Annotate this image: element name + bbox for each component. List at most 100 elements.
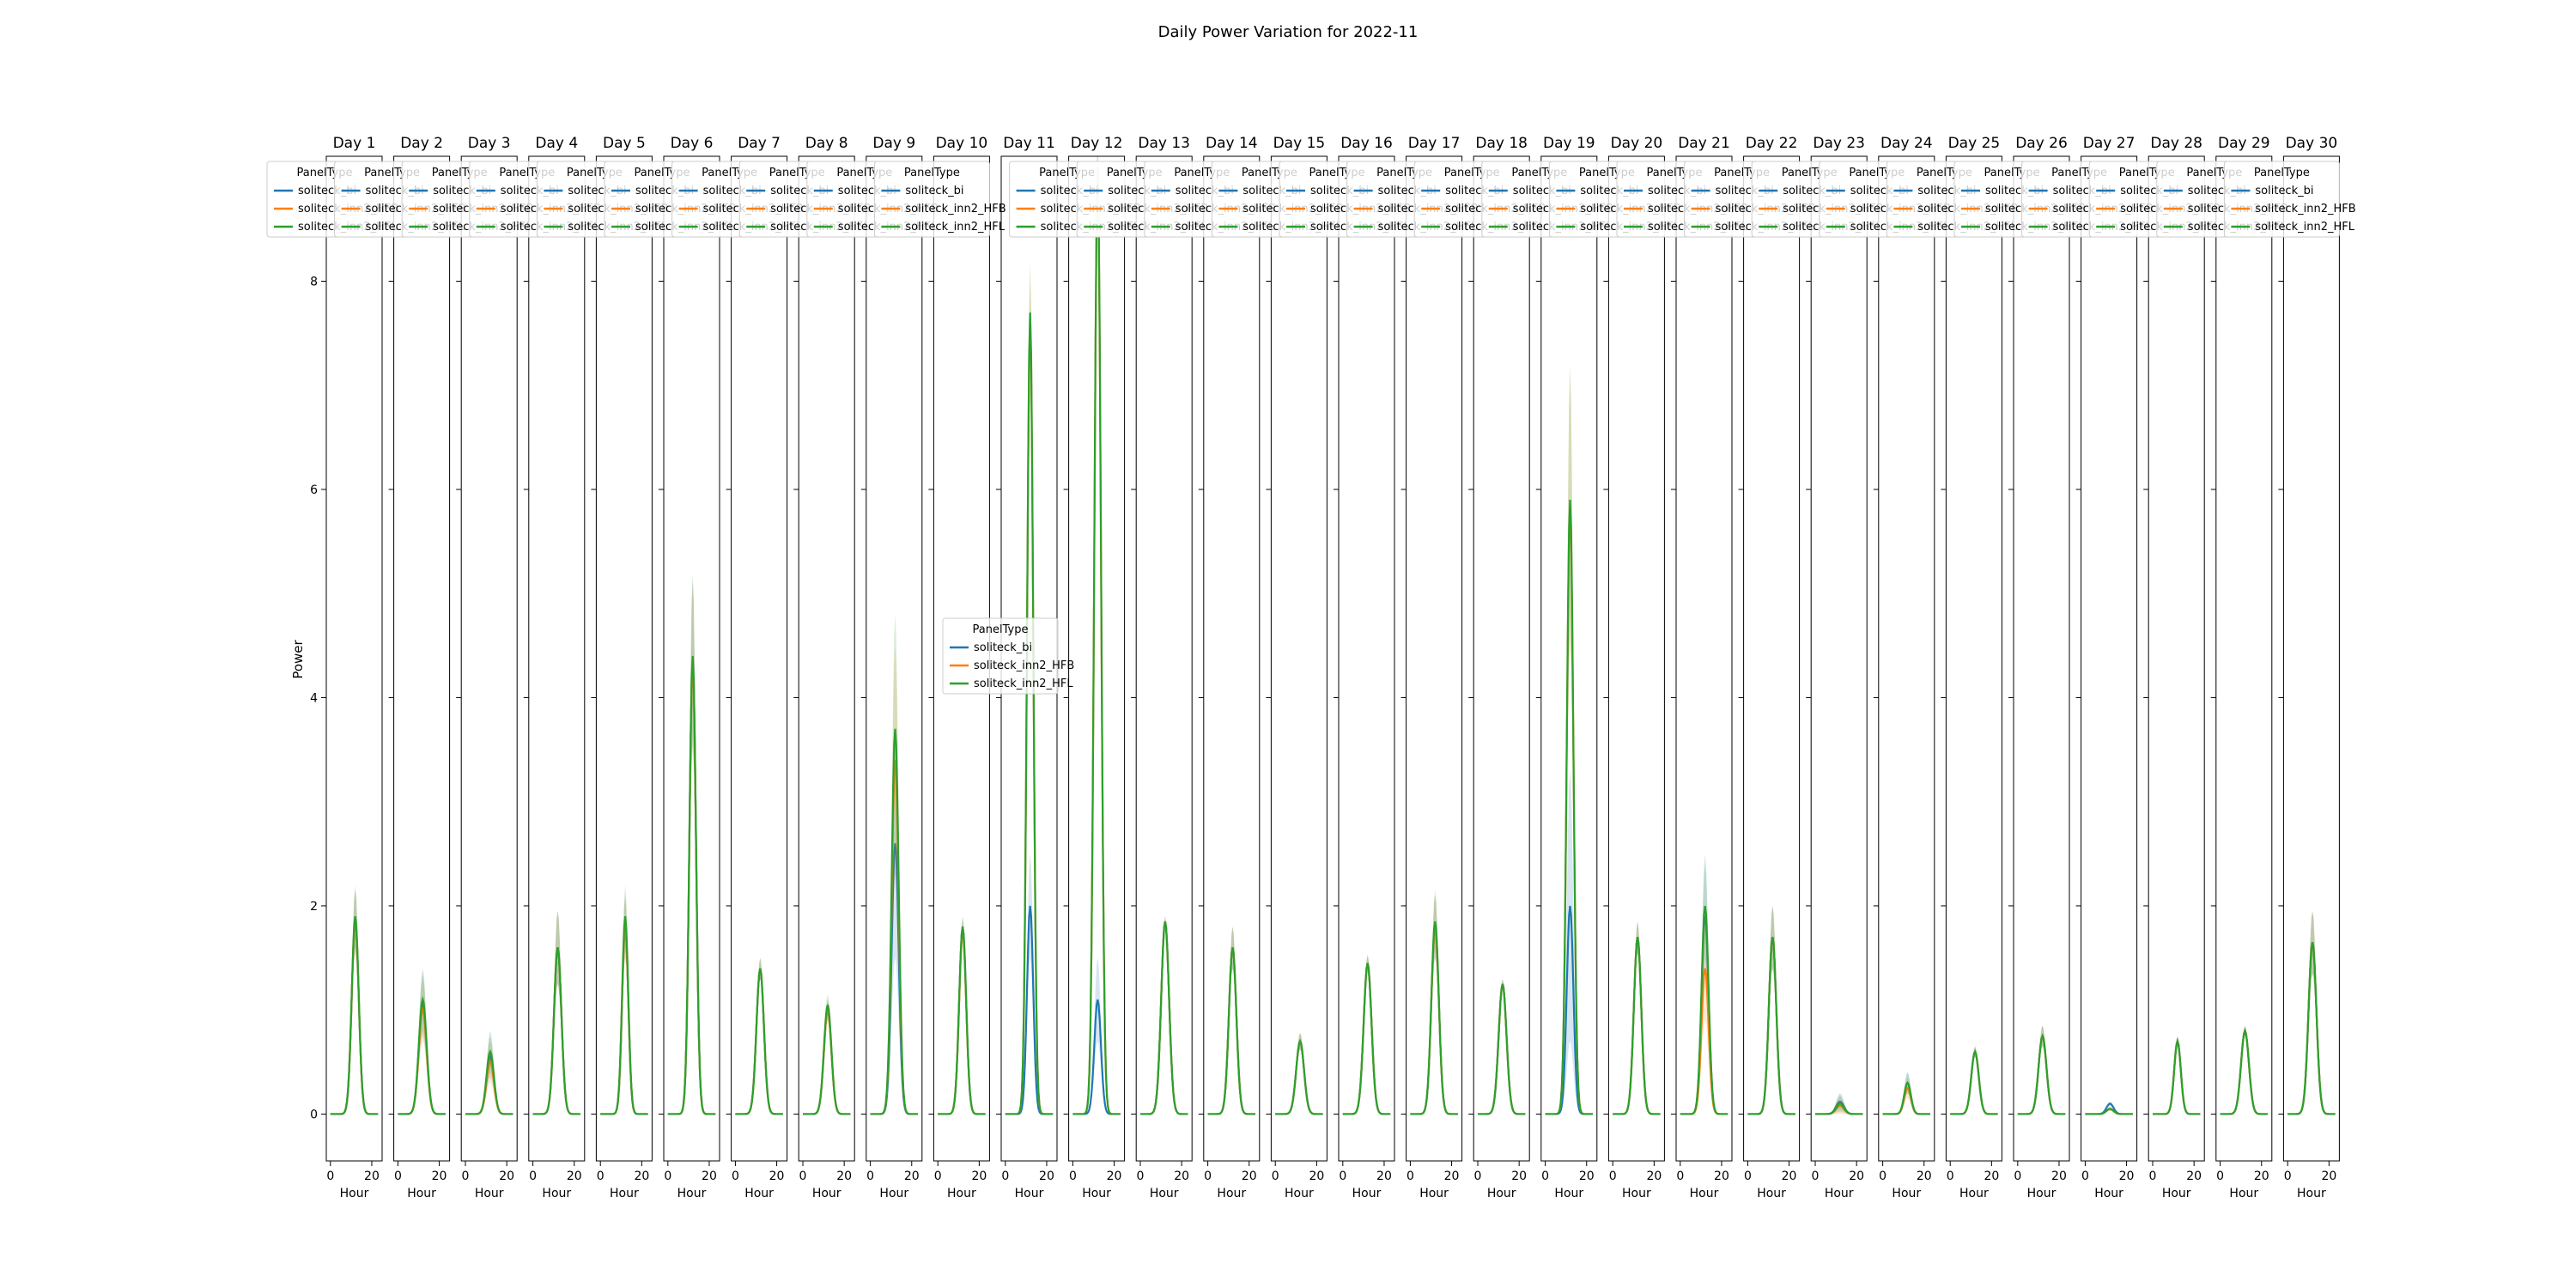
x-tick-label: 0 [866, 1170, 874, 1183]
x-axis-label: Hour [475, 1187, 504, 1200]
ci-band-soliteck_inn2_HFL [667, 572, 716, 1115]
axes-frame [393, 155, 451, 1162]
axes-frame [1203, 155, 1261, 1162]
series-line-soliteck_inn2_HFL [1410, 920, 1458, 1115]
subplot-day-18: 0 20 Hour Day 18 [1468, 135, 1530, 1200]
axes-frame [2282, 155, 2340, 1162]
axes-frame [460, 155, 518, 1162]
x-tick-label: 20 [499, 1170, 514, 1183]
y-tick-label: 4 [310, 691, 318, 705]
ci-band-soliteck_inn2_HFL [465, 1030, 513, 1115]
axes-frame [663, 155, 720, 1162]
subplot-title: Day 13 [1138, 135, 1190, 152]
subplot-title: Day 12 [1071, 135, 1123, 152]
axes-frame [1473, 155, 1530, 1162]
x-tick-label: 0 [1609, 1170, 1617, 1183]
axes-frame [325, 155, 383, 1162]
axes-frame [2081, 155, 2138, 1162]
x-tick-label: 20 [904, 1170, 920, 1183]
x-tick-label: 0 [1339, 1170, 1346, 1183]
x-tick-label: 0 [799, 1170, 807, 1183]
legend-box [873, 161, 990, 238]
plot-area [2153, 1036, 2201, 1115]
x-tick-label: 20 [2119, 1170, 2135, 1183]
legend-entry: soliteck_inn2_HFL [2255, 221, 2354, 234]
ci-band-soliteck_inn2_HFL [1882, 1072, 1930, 1115]
series-line-soliteck_bi [1005, 905, 1054, 1115]
subplot-day-1: 0 20 Hour 0 2 4 6 8 Day 1 [310, 135, 383, 1200]
axes-frame [798, 155, 855, 1162]
x-tick-label: 0 [1137, 1170, 1145, 1183]
series-line-soliteck_inn2_HFL [330, 915, 379, 1115]
plot-area [1545, 364, 1593, 1115]
axes-frame [1878, 155, 1935, 1162]
x-tick-label: 20 [364, 1170, 380, 1183]
series-line-soliteck_inn2_HFL [1275, 1038, 1323, 1115]
axes-frame [1607, 155, 1665, 1162]
ci-band-soliteck_inn2_HFB [2085, 1106, 2133, 1115]
plot-area [1815, 1093, 1863, 1115]
axes-frame [528, 155, 586, 1162]
ci-band-soliteck_inn2_HFL [532, 911, 580, 1115]
legend-entry: soliteck_inn2_HFL [974, 677, 1073, 690]
axes-frame [2013, 155, 2070, 1162]
ci-band-soliteck_inn2_HFB [870, 645, 918, 1115]
series-line-soliteck_bi [1950, 1048, 1998, 1115]
subplot-day-25: 0 20 Hour Day 25 [1941, 135, 2002, 1200]
x-tick-label: 20 [836, 1170, 852, 1183]
x-tick-label: 20 [769, 1170, 785, 1183]
y-tick-label: 2 [310, 900, 318, 914]
series-line-soliteck_inn2_HFL [1882, 1081, 1930, 1115]
x-tick-label: 20 [1984, 1170, 1999, 1183]
x-axis-label: Hour [542, 1187, 571, 1200]
x-axis-label: Hour [2297, 1187, 2326, 1200]
series-line-soliteck_inn2_HFL [1207, 947, 1255, 1115]
x-tick-label: 0 [664, 1170, 671, 1183]
legend-title: PanelType [973, 623, 1029, 636]
series-line-soliteck_bi [1140, 920, 1188, 1115]
series-line-soliteck_inn2_HFL [2085, 1108, 2133, 1115]
ci-band-soliteck_inn2_HFL [398, 968, 446, 1115]
series-line-soliteck_bi [1613, 937, 1661, 1115]
plot-area [1410, 890, 1458, 1115]
subplot-title: Day 23 [1813, 135, 1865, 152]
ci-band-soliteck_bi [1545, 770, 1593, 1115]
x-tick-label: 20 [1849, 1170, 1864, 1183]
legend-box [2223, 161, 2340, 238]
subplot-title: Day 4 [535, 135, 578, 152]
plot-area [1005, 260, 1054, 1115]
x-axis-label: Hour [1352, 1187, 1382, 1200]
series-line-soliteck_inn2_HFL [1680, 905, 1728, 1115]
x-axis-label: Hour [340, 1187, 369, 1200]
legend-entry: soliteck_bi [2255, 185, 2313, 197]
x-tick-label: 0 [2081, 1170, 2089, 1183]
x-axis-label: Hour [677, 1187, 707, 1200]
plot-area [330, 884, 379, 1115]
series-line-soliteck_bi [2220, 1028, 2268, 1115]
subplot-title: Day 8 [805, 135, 848, 152]
x-tick-label: 20 [2186, 1170, 2202, 1183]
series-line-soliteck_inn2_HFL [1815, 1103, 1863, 1115]
x-tick-label: 20 [1511, 1170, 1527, 1183]
x-axis-label: Hour [1082, 1187, 1111, 1200]
x-axis-label: Hour [2162, 1187, 2191, 1200]
legend-day-30: PanelType soliteck_bi soliteck_inn2_HFBsol… [2223, 161, 2356, 238]
subplot-title: Day 10 [936, 135, 988, 152]
legend-day-11: PanelType soliteck_bi soliteck_inn2_HFBsol… [942, 617, 1074, 695]
subplot-day-24: 0 20 Hour Day 24 [1873, 135, 1935, 1200]
plot-area [735, 957, 783, 1115]
subplot-day-27: 0 20 Hour Day 27 [2075, 135, 2138, 1200]
x-tick-label: 0 [1406, 1170, 1414, 1183]
axes-frame [1810, 155, 1868, 1162]
x-tick-label: 20 [1174, 1170, 1189, 1183]
series-line-soliteck_inn2_HFL [2220, 1028, 2268, 1115]
subplot-title: Day 1 [333, 135, 376, 152]
series-line-soliteck_inn2_HFL [1950, 1048, 1998, 1115]
plot-area [1478, 978, 1526, 1115]
plot-area [2085, 1101, 2133, 1115]
ci-band-soliteck_inn2_HFL [1140, 916, 1188, 1115]
subplot-title: Day 26 [2015, 135, 2068, 152]
series-line-soliteck_inn2_HFL [667, 655, 716, 1115]
